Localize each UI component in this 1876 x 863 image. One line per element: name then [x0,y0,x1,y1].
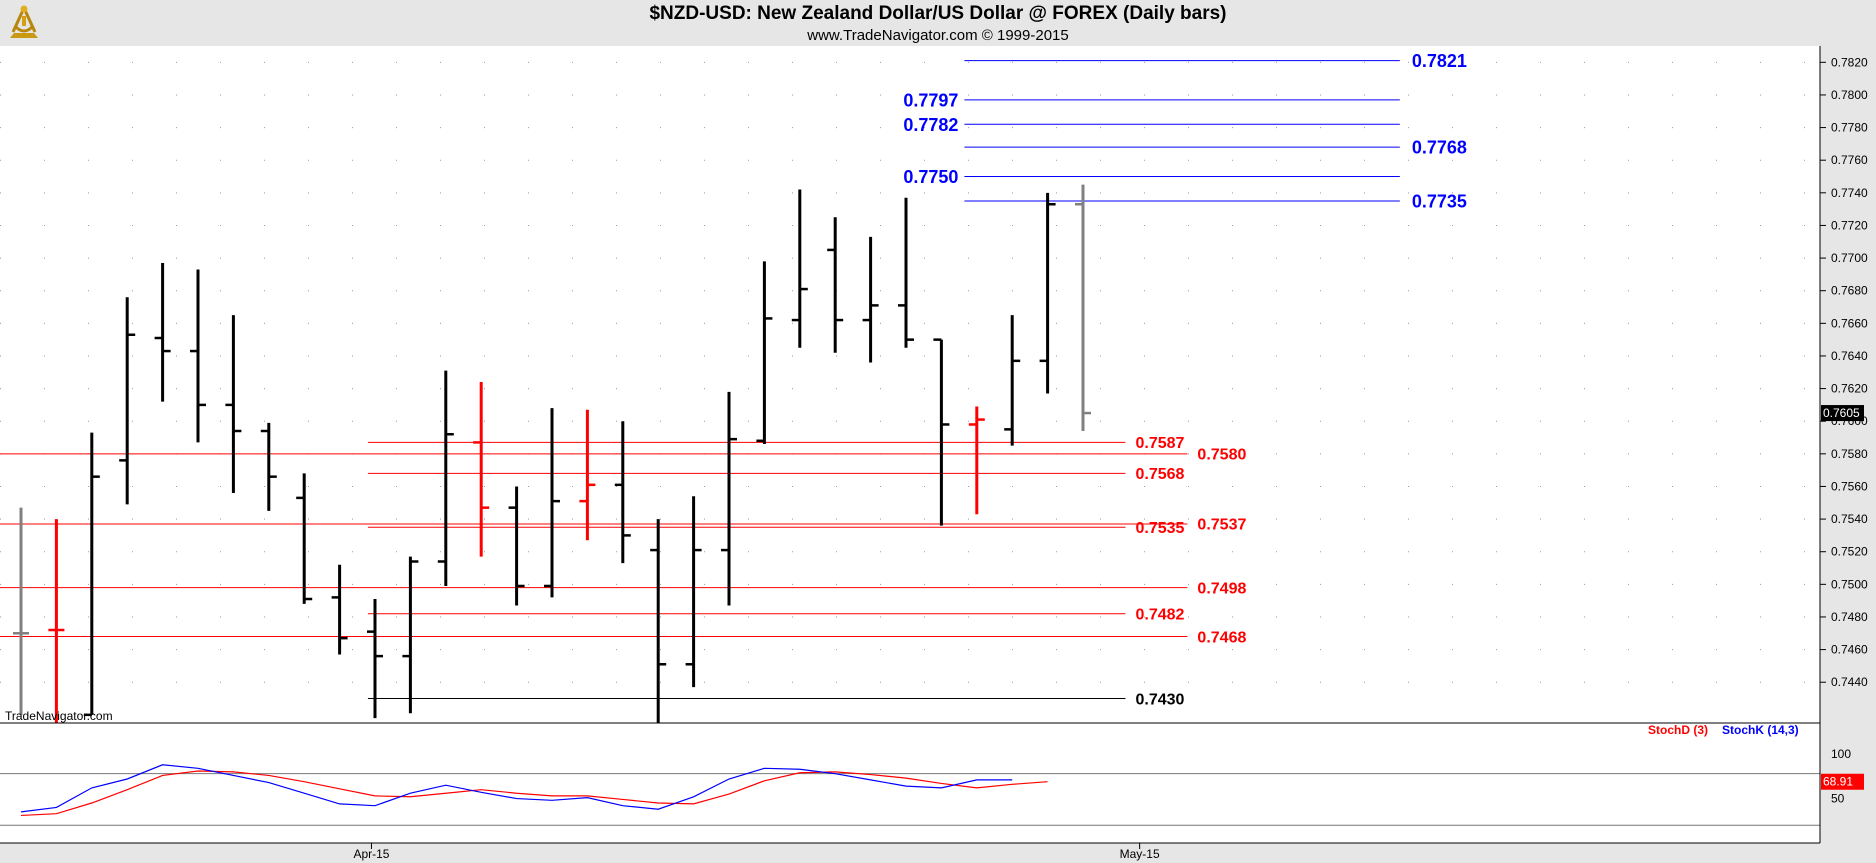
ohlc-bar [898,197,914,348]
y-tick-label: 0.7820 [1831,55,1868,69]
legend-stochk: StochK (14,3) [1722,723,1799,737]
level-label: 0.7482 [1135,606,1184,623]
ohlc-bar [1004,315,1021,446]
ohlc-bar [83,432,100,717]
y-tick-label: 0.7640 [1831,349,1868,363]
y-tick-label: 0.7500 [1831,577,1868,591]
chart-header: $NZD-USD: New Zealand Dollar/US Dollar @… [0,0,1876,46]
level-label: 0.7735 [1412,191,1467,211]
level-label: 0.7587 [1135,435,1184,452]
ohlc-bar [190,269,206,443]
x-tick-label: Apr-15 [353,847,389,861]
stochastic-lines [0,764,1820,826]
level-label: 0.7797 [903,90,958,110]
y-tick-label: 0.7480 [1831,610,1868,624]
level-label: 0.7535 [1135,520,1184,537]
ohlc-bar [933,338,950,526]
time-axis: Apr-15 May-15 [353,843,1160,861]
y-tick-label: 0.7660 [1831,316,1868,330]
ohlc-bar [544,408,560,598]
y-tick-label: 0.7540 [1831,512,1868,526]
ohlc-bar [756,261,773,445]
y-tick-label: 0.7620 [1831,382,1868,396]
ohlc-bar [473,382,490,557]
watermark-text: TradeNavigator.com [5,709,113,723]
ohlc-bar [579,409,596,541]
stoch-series-line [20,770,1048,817]
stoch-value-box [1821,773,1864,790]
ohlc-bar [1039,192,1056,394]
ohlc-bar [862,236,879,363]
stoch-tick-label: 100 [1831,747,1851,761]
chart-subtitle: www.TradeNavigator.com © 1999-2015 [807,27,1069,44]
x-tick-label: May-15 [1120,847,1160,861]
y-tick-label: 0.7700 [1831,251,1868,265]
level-label: 0.7537 [1197,517,1246,534]
ohlc-bar [437,370,454,586]
current-price-box [1821,405,1864,422]
price-levels: 0.7821 0.7797 0.7782 0.7768 0.7750 0.7735 0.75… [0,51,1467,708]
y-tick-label: 0.7720 [1831,218,1868,232]
stoch-tick-label: 50 [1831,792,1845,806]
price-axis: 0.7820 0.7800 0.7780 0.7760 0.7740 0.7720 0.77… [1820,55,1868,689]
y-tick-label: 0.7440 [1831,675,1868,689]
stoch-series-line [20,764,1013,813]
stochastic-axis: 100 50 68.91 [1821,747,1864,806]
level-label: 0.7782 [903,115,958,135]
y-tick-label: 0.7780 [1831,121,1868,135]
chart-title: $NZD-USD: New Zealand Dollar/US Dollar @… [649,3,1227,24]
ohlc-bar [48,519,65,723]
current-price-label: 0.7605 [1823,406,1860,420]
ohlc-bar [119,297,136,505]
legend-stochd: StochD (3) [1648,723,1708,737]
sextant-icon [4,2,44,42]
ohlc-bar [331,564,348,655]
ohlc-bar [614,421,631,564]
ohlc-bar [402,556,419,714]
level-label: 0.7750 [903,167,958,187]
level-label: 0.7430 [1135,691,1184,708]
level-label: 0.7768 [1412,138,1467,158]
ohlc-bar [791,189,808,348]
stoch-value-label: 68.91 [1823,775,1853,789]
ohlc-bar [367,599,383,719]
level-label: 0.7821 [1412,51,1467,71]
ohlc-bar [1075,184,1091,431]
level-label: 0.7580 [1197,447,1246,464]
level-label: 0.7468 [1197,629,1246,646]
ohlc-bar [508,486,525,606]
stochastic-panel [0,723,1820,843]
y-tick-label: 0.7520 [1831,545,1868,559]
ohlc-bar [296,473,313,604]
level-label: 0.7498 [1197,580,1246,597]
y-tick-label: 0.7800 [1831,88,1868,102]
y-tick-label: 0.7680 [1831,284,1868,298]
y-tick-label: 0.7760 [1831,153,1868,167]
ohlc-bar [154,262,171,402]
ohlc-bar [260,422,277,511]
y-tick-label: 0.7580 [1831,447,1868,461]
ohlc-bar [827,217,844,353]
ohlc-bar [650,519,667,723]
ohlc-bar [968,406,985,515]
y-tick-label: 0.7460 [1831,643,1868,657]
level-label: 0.7568 [1135,466,1184,483]
ohlc-bars [13,184,1091,723]
price-panel [0,46,1820,723]
ohlc-bar [685,496,702,688]
y-tick-label: 0.7560 [1831,479,1868,493]
ohlc-bar [721,391,737,606]
ohlc-bar [225,315,242,493]
ohlc-bar [13,507,29,715]
y-tick-label: 0.7740 [1831,186,1868,200]
